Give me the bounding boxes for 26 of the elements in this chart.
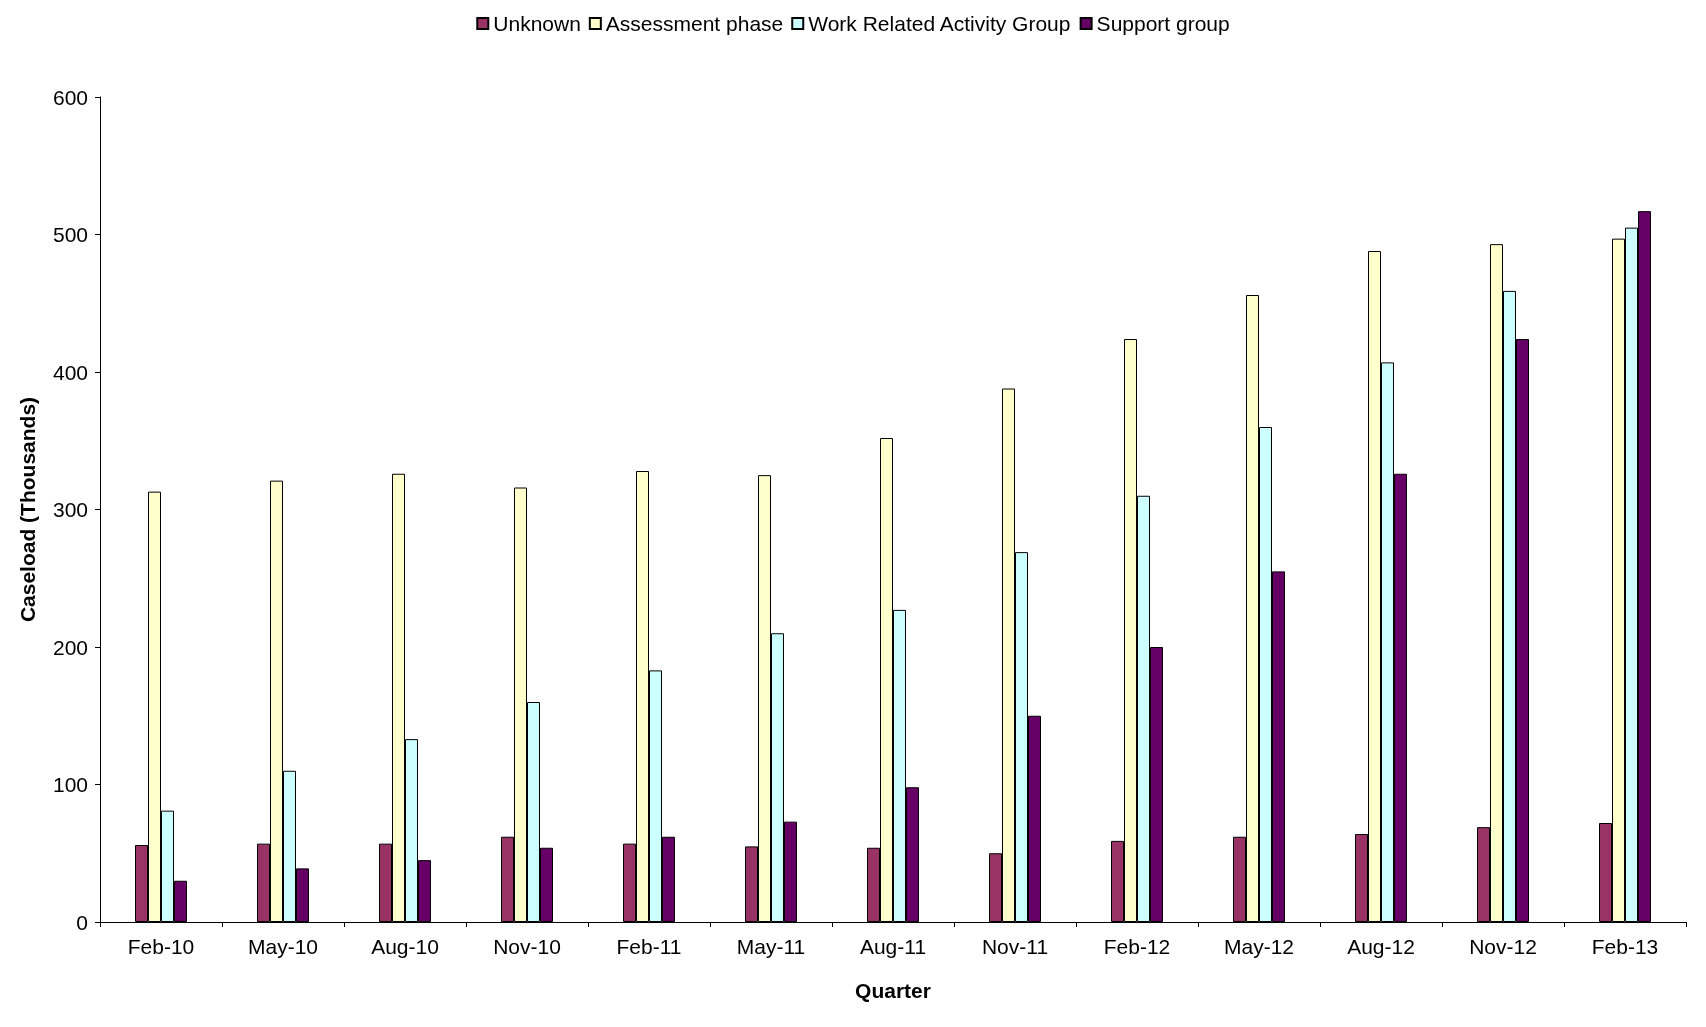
x-tick-label: May-10	[247, 935, 319, 958]
x-tick-label: Feb-11	[616, 935, 682, 958]
y-tick-label: 100	[52, 773, 88, 796]
x-tick-label: Aug-10	[371, 935, 439, 958]
x-tick-label: Aug-12	[1347, 935, 1415, 958]
x-tick-label: Nov-12	[1469, 935, 1537, 958]
x-tick-label: Aug-11	[859, 935, 927, 958]
y-tick-label: 300	[52, 498, 88, 521]
y-tick-label: 0	[76, 910, 88, 934]
legend-label: Assessment phase	[605, 12, 784, 35]
x-tick-label: Feb-10	[127, 935, 195, 958]
legend-label: Unknown	[493, 12, 581, 35]
y-tick-label: 400	[52, 360, 88, 384]
y-axis-title: Caseload (Thousands)	[16, 396, 39, 623]
x-tick-label: May-11	[736, 935, 806, 958]
x-tick-label: Feb-13	[1591, 935, 1659, 958]
y-tick-label: 200	[52, 635, 88, 659]
x-tick-label: Feb-12	[1103, 935, 1171, 958]
y-tick-label: 500	[52, 223, 88, 246]
legend-label: Support group	[1096, 12, 1230, 35]
y-tick-label: 600	[52, 85, 88, 109]
x-tick-label: Nov-11	[981, 935, 1049, 958]
x-axis-title: Quarter	[855, 979, 931, 1002]
x-tick-label: Nov-10	[493, 935, 561, 958]
legend-label: Work Related Activity Group	[808, 12, 1071, 35]
x-tick-label: May-12	[1223, 935, 1295, 958]
